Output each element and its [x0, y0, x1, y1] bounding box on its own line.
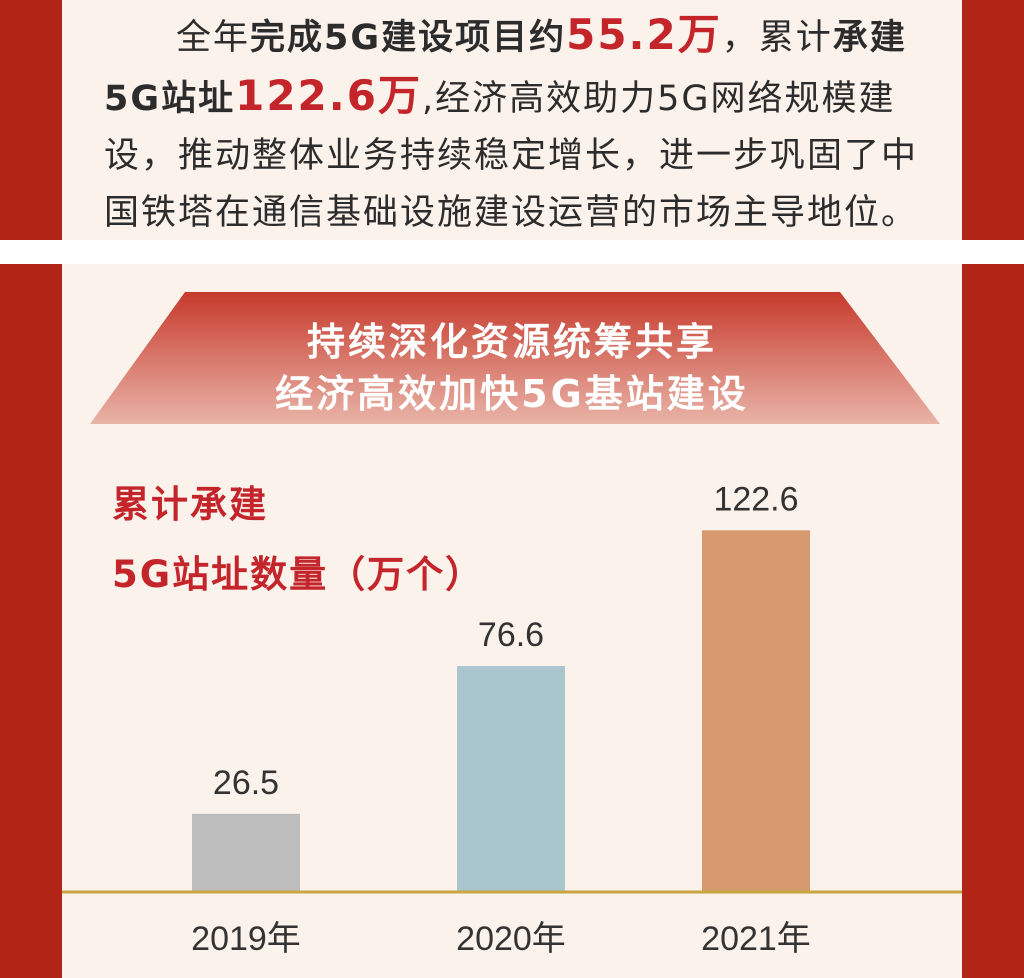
- section-gap: [0, 240, 1024, 264]
- intro-highlight-1226: 122.6万: [235, 71, 422, 120]
- banner-line-2: 经济高效加快5G基站建设: [275, 372, 749, 416]
- intro-seg-4: ，累计: [721, 18, 833, 58]
- chart-title-line-2: 5G站址数量（万个）: [112, 553, 485, 596]
- value-label: 76.6: [478, 616, 544, 654]
- category-label: 2020年: [456, 920, 566, 958]
- intro-panel: 全年完成5G建设项目约55.2万，累计承建5G站址122.6万,经济高效助力5G…: [0, 0, 1024, 240]
- chart-title-line-1: 累计承建: [112, 483, 268, 526]
- bar-2021年: [702, 530, 810, 892]
- intro-seg-7: ,经济高效助力5G网络规模建设，推动整体业务持续稳定增长，进一步巩固了中国铁塔在…: [104, 79, 919, 233]
- category-label: 2019年: [191, 920, 301, 958]
- intro-highlight-552: 55.2万: [566, 10, 722, 59]
- category-label: 2021年: [701, 920, 811, 958]
- banner-line-1: 持续深化资源统筹共享: [306, 320, 717, 364]
- chart-panel: 持续深化资源统筹共享 经济高效加快5G基站建设 累计承建 5G站址数量（万个） …: [0, 264, 1024, 978]
- value-label: 26.5: [213, 764, 279, 802]
- bar-2019年: [192, 813, 300, 892]
- value-label: 122.6: [713, 480, 798, 518]
- bar-2020年: [457, 666, 565, 892]
- left-red-border-lower: [0, 264, 62, 978]
- banner-ribbon: [90, 292, 940, 424]
- bar-chart: 26.5 2019年 76.6 2020年 122.6 2021年: [62, 480, 962, 958]
- banner-ribbon-shape: [90, 292, 940, 424]
- intro-seg-5: 承建5G站址: [104, 18, 907, 119]
- intro-seg-1: 全年: [176, 18, 251, 58]
- intro-paragraph: 全年完成5G建设项目约55.2万，累计承建5G站址122.6万,经济高效助力5G…: [104, 6, 924, 240]
- left-red-border: [0, 0, 62, 240]
- right-red-border-lower: [962, 264, 1024, 978]
- right-red-border: [962, 0, 1024, 240]
- intro-seg-2: 完成5G建设项目约: [250, 18, 567, 58]
